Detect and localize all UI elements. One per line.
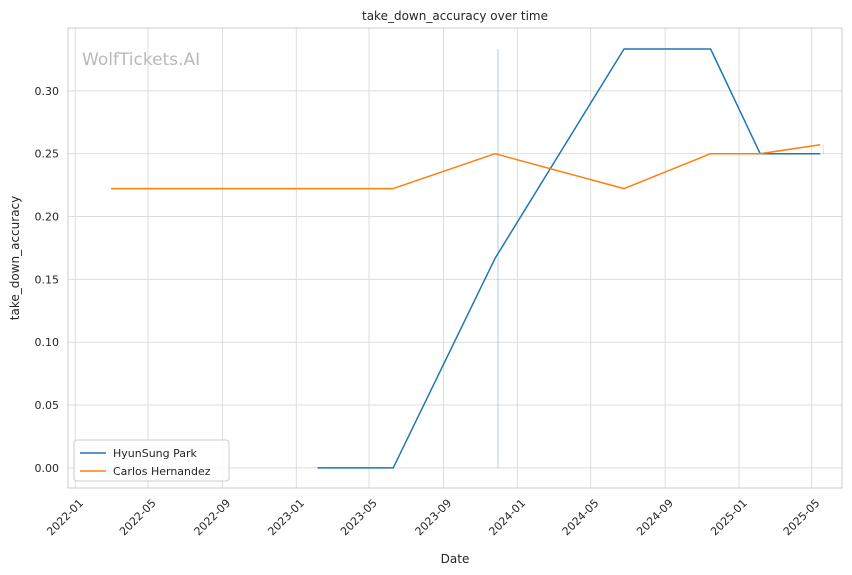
plot-frame	[67, 27, 843, 489]
y-tick-label: 0.30	[35, 85, 60, 98]
y-tick-label: 0.00	[35, 462, 60, 475]
x-tick-label: 2023-05	[338, 497, 380, 539]
marker-layer	[497, 48, 824, 468]
x-tick-label: 2023-01	[265, 497, 307, 539]
x-tick-label: 2024-09	[634, 497, 676, 539]
y-axis-title: take_down_accuracy	[8, 196, 22, 320]
x-axis-title: Date	[441, 552, 470, 566]
series-line-carlos-hernandez	[111, 144, 821, 190]
x-tick-label: 2024-01	[486, 497, 528, 539]
x-tick-label: 2025-01	[708, 497, 750, 539]
x-tick-label: 2023-09	[413, 497, 455, 539]
grid-layer	[68, 28, 842, 488]
x-tick-label: 2022-09	[192, 497, 234, 539]
y-tick-labels: 0.00 0.05 0.10 0.15 0.20 0.25 0.30	[35, 85, 60, 475]
series-layer	[110, 48, 821, 469]
chart-title: take_down_accuracy over time	[362, 9, 548, 23]
y-tick-label: 0.10	[35, 336, 60, 349]
y-tick-label: 0.20	[35, 211, 60, 224]
x-tick-label: 2025-05	[781, 497, 823, 539]
y-tick-label: 0.15	[35, 273, 60, 286]
y-tick-label: 0.25	[35, 148, 60, 161]
x-tick-label: 2024-05	[560, 497, 602, 539]
x-tick-label: 2022-01	[44, 497, 86, 539]
x-tick-labels: 2022-01 2022-05 2022-09 2023-01 2023-05 2023-…	[44, 497, 822, 539]
legend: HyunSung Park Carlos Hernandez	[73, 439, 230, 482]
x-tick-label: 2022-05	[117, 497, 159, 539]
legend-label-hyunsung-park: HyunSung Park	[113, 447, 198, 460]
legend-box	[73, 439, 230, 482]
y-tick-label: 0.05	[35, 399, 60, 412]
legend-label-carlos-hernandez: Carlos Hernandez	[113, 465, 211, 478]
watermark: WolfTickets.AI	[82, 50, 200, 70]
